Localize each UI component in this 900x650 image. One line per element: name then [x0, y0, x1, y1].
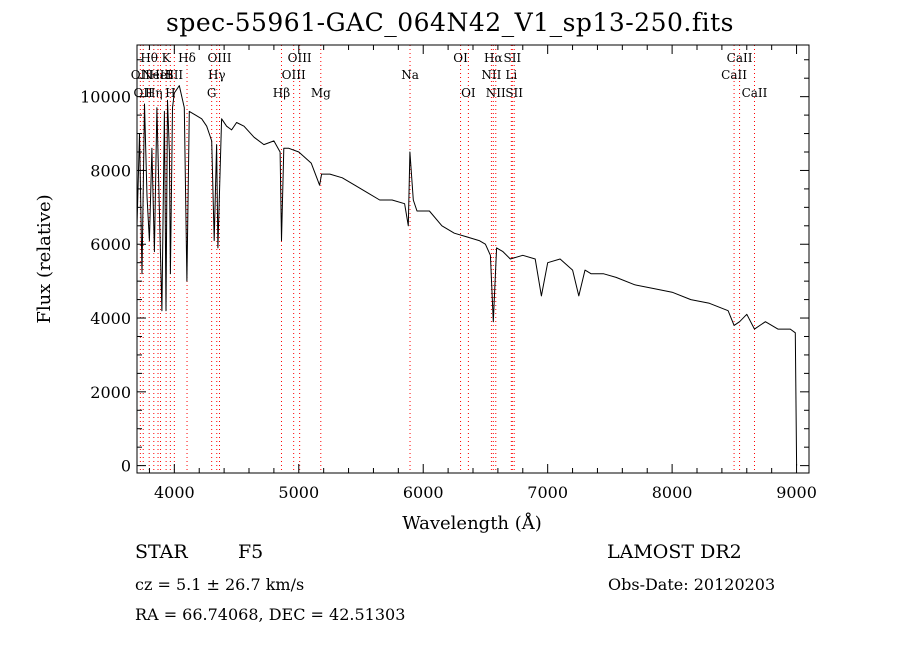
- y-tick-label: 0: [121, 457, 131, 476]
- plot-frame: [136, 44, 810, 474]
- spectral-subclass: F5: [238, 541, 264, 563]
- line-markers-layer: [139, 45, 755, 473]
- line-label: SII: [165, 68, 183, 82]
- observation-date: Obs-Date: 20120203: [608, 575, 776, 594]
- line-label: CaII: [727, 51, 753, 65]
- y-axis: 0 2000 4000 6000 8000 10000: [80, 59, 809, 476]
- line-label: NeIII: [142, 68, 174, 82]
- line-label: HeI: [149, 68, 172, 82]
- line-label: SII: [503, 51, 521, 65]
- redshift-cz: cz = 5.1 ± 26.7 km/s: [135, 575, 305, 594]
- line-label: OIII: [282, 68, 306, 82]
- line-label: K: [162, 51, 172, 65]
- line-label: H: [165, 86, 175, 100]
- x-tick-label: 4000: [154, 483, 195, 502]
- line-label: OI: [453, 51, 468, 65]
- x-tick-label: 6000: [403, 483, 444, 502]
- y-tick-label: 8000: [90, 161, 131, 180]
- line-label: Hα: [484, 51, 503, 65]
- x-axis: 4000 5000 6000 7000 8000 9000: [148, 45, 817, 502]
- object-class: STAR: [135, 541, 188, 563]
- line-label: SII: [505, 86, 523, 100]
- x-tick-label: 7000: [527, 483, 568, 502]
- line-label: OIII: [207, 51, 231, 65]
- y-tick-label: 6000: [90, 235, 131, 254]
- line-label: Hθ: [140, 51, 158, 65]
- line-label: OI: [461, 86, 476, 100]
- line-label: CaII: [742, 86, 768, 100]
- y-tick-label: 4000: [90, 309, 131, 328]
- x-tick-label: 9000: [776, 483, 817, 502]
- line-label: Mg: [311, 86, 331, 100]
- line-label: CaII: [721, 68, 747, 82]
- line-label: Na: [401, 68, 419, 82]
- x-tick-label: 5000: [278, 483, 319, 502]
- line-label: Hδ: [178, 51, 196, 65]
- line-label: Hβ: [273, 86, 290, 100]
- line-label: OII: [131, 68, 151, 82]
- line-label: Hη: [145, 86, 163, 100]
- spectrum-line: [136, 85, 798, 466]
- ra-dec-coordinates: RA = 66.74068, DEC = 42.51303: [135, 605, 406, 624]
- line-label: G: [207, 86, 217, 100]
- survey-name: LAMOST DR2: [607, 541, 742, 563]
- chart-title: spec-55961-GAC_064N42_V1_sp13-250.fits: [166, 8, 734, 37]
- line-label: NII: [486, 86, 506, 100]
- x-axis-label: Wavelength (Å): [402, 512, 542, 534]
- line-label: OIII: [288, 51, 312, 65]
- line-labels-layer: OIIOIIHθHηNeIIIHeIKHSIIHδGHγOIIIHβOIIIOI…: [131, 51, 768, 100]
- y-tick-label: 2000: [90, 383, 131, 402]
- y-axis-label: Flux (relative): [34, 194, 55, 323]
- y-tick-label: 10000: [80, 88, 131, 107]
- line-label: NII: [481, 68, 501, 82]
- line-label: Hγ: [208, 68, 226, 82]
- line-label: Li: [505, 68, 517, 82]
- spectrum-trace-layer: [136, 85, 798, 466]
- x-tick-label: 8000: [652, 483, 693, 502]
